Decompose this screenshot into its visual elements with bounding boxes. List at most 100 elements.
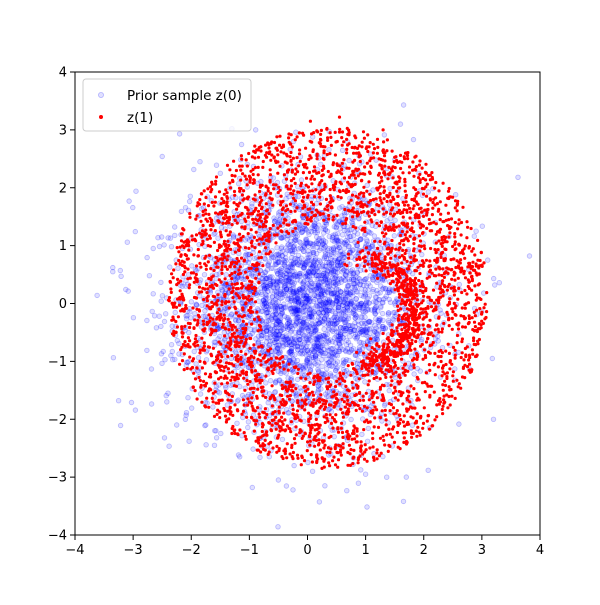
scatter-point <box>364 246 368 250</box>
scatter-point <box>159 360 165 367</box>
scatter-point <box>234 168 238 173</box>
scatter-point <box>396 318 400 322</box>
scatter-point <box>261 159 265 164</box>
scatter-point <box>322 316 328 323</box>
scatter-point <box>222 192 226 196</box>
scatter-point <box>433 186 437 190</box>
scatter-point <box>329 354 335 360</box>
scatter-point <box>293 320 300 327</box>
scatter-point <box>144 254 150 261</box>
scatter-point <box>318 348 324 354</box>
scatter-point <box>356 339 363 345</box>
scatter-point <box>406 282 410 286</box>
scatter-point <box>393 212 397 216</box>
scatter-point <box>325 286 332 293</box>
scatter-point <box>193 301 199 307</box>
scatter-point <box>262 291 269 297</box>
scatter-point <box>343 295 349 301</box>
scatter-point <box>326 380 330 384</box>
scatter-point <box>358 250 362 254</box>
scatter-point <box>265 318 271 324</box>
scatter-point <box>269 158 273 162</box>
scatter-point <box>214 211 218 215</box>
scatter-point <box>322 227 329 233</box>
scatter-point <box>368 446 372 450</box>
scatter-point <box>162 311 169 317</box>
scatter-point <box>286 241 292 247</box>
scatter-point <box>249 484 255 491</box>
scatter-point <box>345 282 352 289</box>
scatter-point <box>199 219 203 223</box>
scatter-point <box>273 324 279 330</box>
scatter-point <box>271 446 275 450</box>
scatter-point <box>190 234 194 238</box>
scatter-point <box>286 193 292 200</box>
scatter-point <box>283 370 289 376</box>
scatter-point <box>308 313 314 320</box>
scatter-point <box>403 474 409 480</box>
scatter-point <box>174 305 179 309</box>
scatter-point <box>410 435 414 439</box>
scatter-point <box>351 327 358 333</box>
scatter-point <box>289 341 295 347</box>
scatter-point <box>380 201 384 205</box>
scatter-point <box>311 257 318 264</box>
scatter-point <box>273 217 279 223</box>
scatter-point <box>421 426 425 430</box>
scatter-point <box>441 388 445 392</box>
scatter-point <box>471 352 475 356</box>
scatter-point <box>338 293 345 299</box>
scatter-point <box>297 202 303 209</box>
scatter-point <box>238 201 242 205</box>
scatter-point <box>402 436 406 440</box>
scatter-point <box>130 204 136 211</box>
scatter-point <box>322 263 328 269</box>
scatter-point <box>358 159 362 164</box>
scatter-point <box>257 372 261 377</box>
scatter-point <box>265 288 271 294</box>
scatter-point <box>215 265 219 269</box>
points-layer <box>94 102 533 530</box>
scatter-point <box>300 342 306 348</box>
scatter-point <box>270 332 276 338</box>
scatter-point <box>360 210 364 214</box>
scatter-point <box>387 299 394 305</box>
scatter-point <box>287 357 293 364</box>
scatter-point <box>304 324 310 330</box>
scatter-point <box>338 382 342 386</box>
scatter-point <box>188 355 192 359</box>
scatter-point <box>278 275 284 281</box>
scatter-point <box>192 371 196 375</box>
scatter-point <box>276 377 282 384</box>
scatter-point <box>355 263 359 268</box>
scatter-point <box>156 243 163 250</box>
scatter-point <box>256 298 262 304</box>
scatter-point <box>283 337 289 343</box>
scatter-point <box>324 335 330 341</box>
scatter-point <box>311 341 317 347</box>
scatter-point <box>275 444 279 448</box>
scatter-point <box>286 288 293 294</box>
scatter-point <box>280 326 286 332</box>
scatter-point <box>321 230 327 236</box>
scatter-point <box>427 363 431 367</box>
scatter-point <box>400 357 404 361</box>
scatter-point <box>291 462 297 469</box>
scatter-point <box>383 285 389 292</box>
scatter-point <box>309 468 316 474</box>
scatter-point <box>115 398 122 404</box>
scatter-point <box>366 373 370 377</box>
scatter-point <box>180 331 184 335</box>
scatter-point <box>394 225 398 229</box>
scatter-point <box>278 311 284 317</box>
scatter-point <box>452 257 456 261</box>
scatter-point <box>297 293 303 299</box>
scatter-point <box>213 381 217 385</box>
scatter-point <box>346 143 350 147</box>
scatter-point <box>312 360 318 367</box>
scatter-point <box>324 279 330 286</box>
scatter-point <box>187 193 193 199</box>
scatter-point <box>273 258 279 264</box>
scatter-point <box>442 398 446 402</box>
scatter-point <box>295 206 299 210</box>
